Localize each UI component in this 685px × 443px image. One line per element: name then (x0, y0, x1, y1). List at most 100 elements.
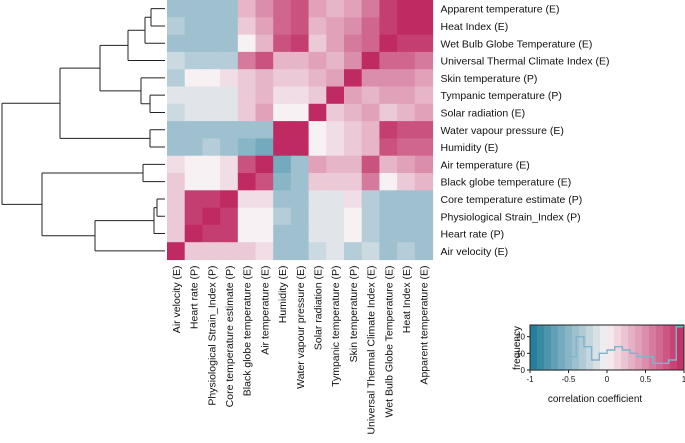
heatmap-cell (326, 34, 345, 53)
heatmap-cell (255, 69, 274, 88)
heatmap-cell (237, 242, 257, 261)
color-key-bin (551, 325, 559, 370)
heatmap-cell (273, 207, 292, 226)
heatmap-cell (184, 103, 203, 122)
heatmap-cell (414, 51, 434, 70)
heatmap-cell (255, 121, 274, 139)
heatmap-cell (397, 121, 416, 139)
heatmap-cell (397, 69, 416, 88)
heatmap-cell (202, 138, 221, 157)
heatmap-cell (379, 17, 398, 36)
heatmap-cell (184, 155, 203, 174)
heatmap-cell (379, 51, 398, 70)
heatmap-cell (273, 34, 292, 53)
heatmap-cell (202, 173, 221, 191)
heatmap-cell (184, 17, 203, 36)
legend-y-label: frequency (512, 326, 523, 370)
heatmap-cell (344, 242, 363, 261)
legend-y-tick-label: 20 (516, 333, 525, 342)
heatmap-cell (308, 17, 327, 36)
column-labels: Air velocity (E) Heart rate (P) Physiologi… (171, 266, 431, 435)
column-label: Core temperature estimate (P) (224, 266, 236, 408)
heatmap-cell (344, 190, 363, 209)
heatmap-cell (308, 224, 327, 243)
color-key-bin (614, 325, 622, 370)
heatmap-cell (202, 51, 221, 70)
heatmap-cell (255, 86, 274, 105)
heatmap-cell (167, 17, 186, 36)
heatmap-cell (361, 224, 380, 243)
heatmap-cell (397, 86, 416, 105)
heatmap-cell (237, 224, 257, 243)
heatmap-cell (237, 0, 257, 18)
heatmap-cell (361, 190, 380, 209)
row-dendrogram (1, 8, 165, 252)
heatmap-cell (397, 0, 416, 18)
row-label: Wet Bulb Globe Temperature (E) (441, 38, 593, 50)
color-key-bin (558, 325, 566, 370)
heatmap-cell (220, 17, 239, 36)
color-key-bin (677, 325, 685, 370)
heatmap-cell (379, 86, 398, 105)
color-key-bin (544, 325, 552, 370)
heatmap-cell (414, 34, 434, 53)
heatmap-cell (220, 0, 239, 18)
heatmap-cell (414, 121, 434, 139)
heatmap-cell (184, 207, 203, 226)
color-key-bin (579, 325, 587, 370)
color-key-bin (565, 325, 573, 370)
heatmap-cell (344, 103, 363, 122)
heatmap-cell (308, 155, 327, 174)
heatmap-cell (290, 173, 310, 191)
heatmap-cell (344, 207, 363, 226)
heatmap-cell (220, 190, 239, 209)
heatmap-cell (397, 173, 416, 191)
column-label: Black globe temperature (E) (242, 266, 254, 397)
heatmap-cell (202, 69, 221, 88)
heatmap-cell (255, 51, 274, 70)
heatmap-cell (379, 69, 398, 88)
heatmap-cell (255, 173, 274, 191)
heatmap-cell (326, 173, 345, 191)
heatmap-cell (237, 69, 257, 88)
heatmap-cell (344, 138, 363, 157)
dendrogram-branches (1, 8, 165, 252)
color-key-bin (642, 325, 650, 370)
heatmap-cells (167, 0, 434, 261)
heatmap-cell (273, 0, 292, 18)
heatmap-cell (255, 155, 274, 174)
heatmap-cell (255, 207, 274, 226)
row-label: Skin temperature (P) (441, 73, 538, 85)
heatmap-cell (414, 173, 434, 191)
heatmap-cell (326, 51, 345, 70)
heatmap-cell (167, 138, 186, 157)
heatmap-cell (273, 69, 292, 88)
heatmap-cell (202, 190, 221, 209)
heatmap-cell (184, 51, 203, 70)
heatmap-cell (202, 0, 221, 18)
legend-y-tick-label: 10 (516, 349, 525, 358)
heatmap-cell (344, 224, 363, 243)
row-label: Tympanic temperature (P) (441, 90, 562, 102)
heatmap-cell (290, 121, 310, 139)
heatmap-cell (326, 155, 345, 174)
heatmap-cell (290, 17, 310, 36)
column-label: Air velocity (E) (171, 266, 183, 334)
heatmap-cell (361, 121, 380, 139)
heatmap-cell (308, 86, 327, 105)
legend-x-label: correlation coefficient (548, 394, 643, 405)
heatmap-cell (326, 103, 345, 122)
heatmap-cell (237, 103, 257, 122)
heatmap-cell (237, 138, 257, 157)
heatmap-cell (290, 138, 310, 157)
heatmap-cell (379, 34, 398, 53)
row-labels: Apparent temperature (E) Heat Index (E) We… (441, 4, 610, 258)
legend-x-tick-label: -1 (526, 375, 534, 384)
heatmap-cell (379, 207, 398, 226)
heatmap-cell (308, 34, 327, 53)
heatmap-cell (202, 242, 221, 261)
heatmap-cell (167, 242, 186, 261)
color-key-bin (607, 325, 615, 370)
heatmap-cell (220, 138, 239, 157)
heatmap-cell (237, 155, 257, 174)
